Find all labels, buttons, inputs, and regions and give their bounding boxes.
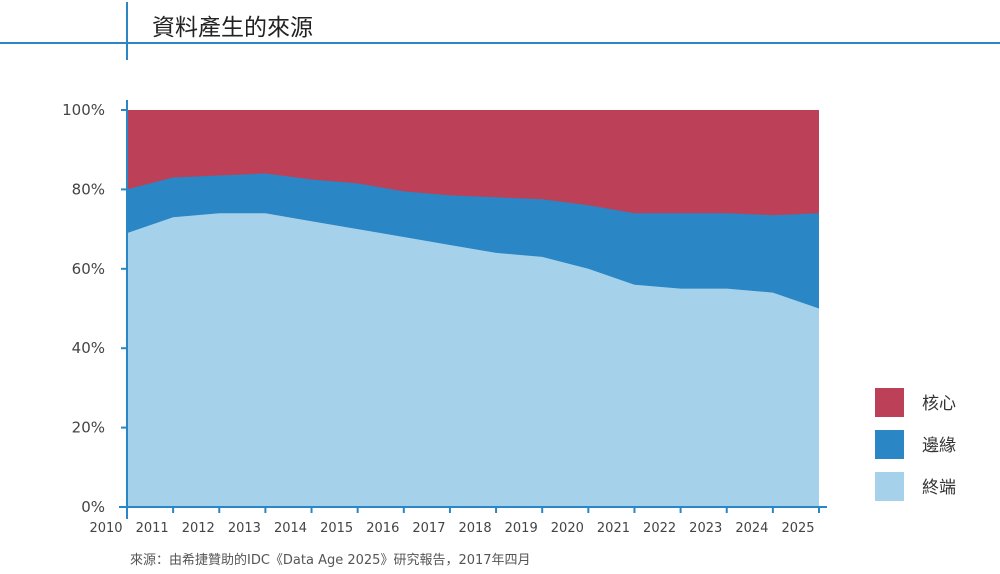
x-tick-label: 2024	[735, 521, 768, 536]
x-tick-label: 2020	[551, 521, 584, 536]
chart-title: 資料產生的來源	[152, 15, 313, 41]
legend-swatch	[875, 472, 904, 501]
area-終端	[127, 213, 819, 507]
y-tick-label: 40%	[72, 339, 105, 357]
x-tick-label: 2011	[136, 521, 169, 536]
legend-label: 核心	[922, 394, 956, 414]
title-marker	[126, 2, 128, 60]
x-tick-label: 2023	[689, 521, 722, 536]
legend-swatch	[875, 430, 904, 459]
x-tick-label: 2021	[597, 521, 630, 536]
source-note: 來源：由希捷贊助的IDC《Data Age 2025》研究報告，2017年四月	[130, 553, 531, 568]
x-tick-label: 2016	[366, 521, 399, 536]
legend-label: 終端	[922, 478, 956, 498]
x-tick-label: 2017	[412, 521, 445, 536]
y-tick-label: 20%	[72, 419, 105, 437]
x-tick-label: 2015	[320, 521, 353, 536]
x-tick-label: 2025	[781, 521, 814, 536]
x-tick-label: 2010	[89, 521, 122, 536]
x-tick-label: 2013	[228, 521, 261, 536]
x-tick-label: 2018	[459, 521, 492, 536]
x-tick-label: 2019	[505, 521, 538, 536]
x-tick-label: 2022	[643, 521, 676, 536]
x-tick-label: 2012	[182, 521, 215, 536]
legend-label: 邊緣	[922, 436, 956, 456]
y-tick-label: 100%	[62, 101, 105, 119]
title-underline	[0, 42, 1000, 44]
y-tick-label: 60%	[72, 260, 105, 278]
legend-swatch	[875, 388, 904, 417]
y-tick-label: 80%	[72, 180, 105, 198]
x-tick-label: 2014	[274, 521, 307, 536]
y-tick-label: 0%	[81, 498, 105, 516]
